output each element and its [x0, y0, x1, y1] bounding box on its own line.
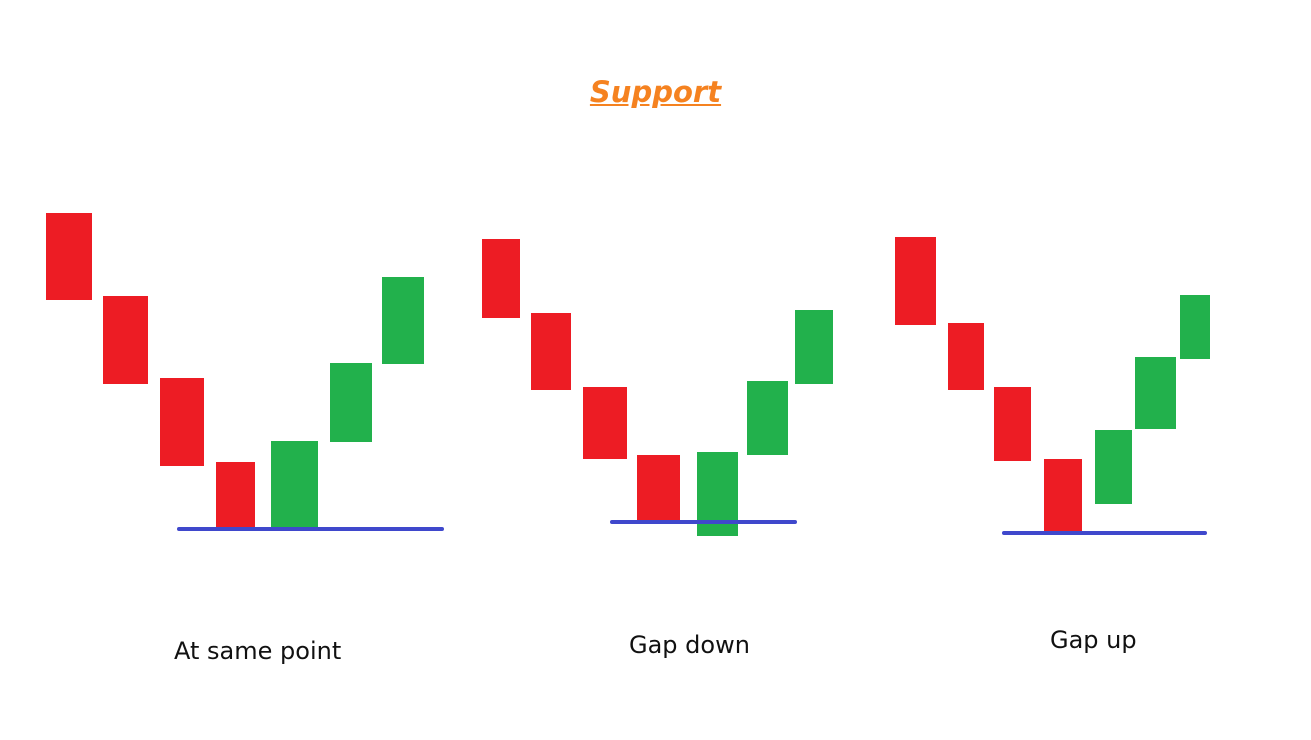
diagram-title: Support — [589, 75, 722, 109]
bearish-candle — [948, 323, 984, 390]
pattern-at-same-point — [46, 213, 444, 531]
bearish-candle — [46, 213, 92, 300]
bullish-candle — [330, 363, 372, 442]
bullish-candle — [1180, 295, 1210, 359]
bullish-candle — [795, 310, 833, 384]
bearish-candle — [994, 387, 1031, 461]
caption-at-same-point: At same point — [174, 637, 342, 665]
bearish-candle — [160, 378, 204, 466]
bearish-candle — [216, 462, 255, 528]
bullish-candle — [1135, 357, 1176, 429]
bullish-candle — [747, 381, 788, 455]
bullish-candle — [271, 441, 318, 528]
caption-gap-down: Gap down — [629, 631, 750, 659]
bearish-candle — [1044, 459, 1082, 532]
bullish-candle — [382, 277, 424, 364]
bearish-candle — [103, 296, 148, 384]
pattern-gap-up — [895, 237, 1210, 535]
bearish-candle — [482, 239, 520, 318]
caption-gap-up: Gap up — [1050, 626, 1137, 654]
bullish-candle — [1095, 430, 1132, 504]
bearish-candle — [583, 387, 627, 459]
pattern-gap-down — [482, 239, 833, 536]
bearish-candle — [637, 455, 680, 521]
bearish-candle — [895, 237, 936, 325]
bearish-candle — [531, 313, 571, 390]
